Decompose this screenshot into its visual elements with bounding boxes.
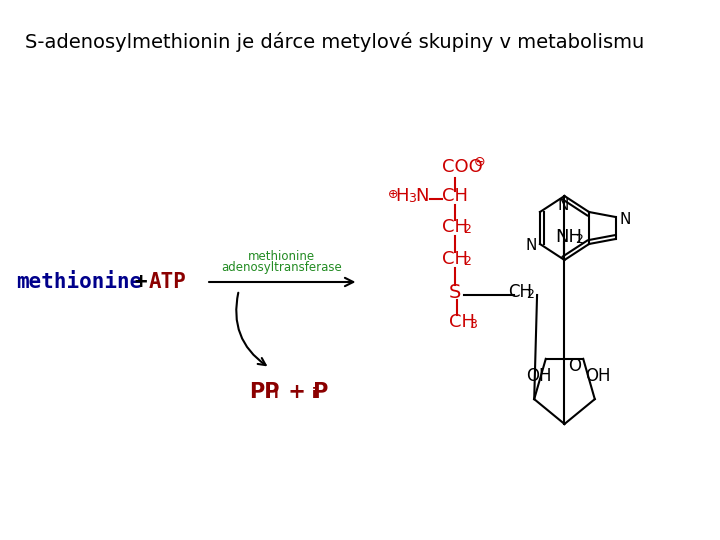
Text: S: S: [449, 283, 461, 302]
Text: + P: + P: [282, 382, 329, 402]
Text: methionine: methionine: [248, 250, 315, 263]
Text: 2: 2: [463, 255, 471, 268]
Text: CH: CH: [508, 283, 532, 301]
Text: CH: CH: [442, 218, 469, 236]
Text: OH: OH: [526, 367, 552, 385]
Text: ATP: ATP: [148, 272, 186, 292]
Text: PP: PP: [250, 382, 280, 402]
Text: +: +: [135, 272, 147, 292]
Text: N: N: [619, 212, 631, 226]
Text: COO: COO: [442, 158, 483, 176]
Text: NH: NH: [556, 228, 582, 246]
Text: ⊕: ⊕: [387, 188, 398, 201]
Text: 3: 3: [469, 318, 477, 331]
Text: 2: 2: [575, 233, 583, 246]
Text: H: H: [395, 187, 409, 205]
Text: 2: 2: [526, 288, 534, 301]
Text: S-adenosylmethionin je dárce metylové skupiny v metabolismu: S-adenosylmethionin je dárce metylové sk…: [24, 32, 644, 52]
Text: 2: 2: [463, 223, 471, 236]
Text: O: O: [569, 357, 582, 375]
Text: CH: CH: [442, 250, 469, 268]
Text: ⊖: ⊖: [473, 155, 485, 169]
Text: i: i: [274, 387, 279, 401]
Text: CH: CH: [449, 313, 474, 331]
Text: N: N: [557, 199, 568, 213]
Text: 3: 3: [408, 192, 415, 205]
Text: CH: CH: [442, 187, 469, 205]
Text: N: N: [415, 187, 428, 205]
Text: N: N: [526, 239, 537, 253]
Text: OH: OH: [585, 367, 611, 385]
Text: adenosyltransferase: adenosyltransferase: [221, 261, 342, 274]
Text: methionine: methionine: [16, 272, 142, 292]
Text: i: i: [312, 387, 317, 401]
